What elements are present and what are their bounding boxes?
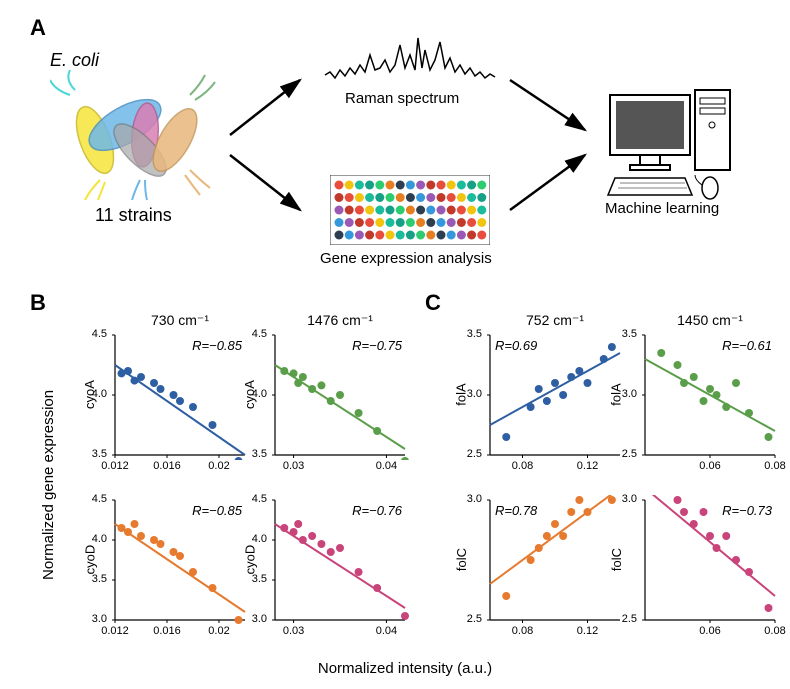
r-value: R=0.69 — [495, 338, 537, 353]
microarray-dots — [332, 177, 488, 243]
chart-title: 752 cm⁻¹ — [485, 312, 625, 329]
strains-label: 11 strains — [95, 205, 172, 226]
r-value: R=−0.85 — [192, 503, 242, 518]
gene-label: folC — [609, 548, 624, 571]
panel-a-label: A — [30, 15, 46, 41]
chart-title: 1476 cm⁻¹ — [270, 312, 410, 329]
scatter-chart: 2.53.00.060.08R=−0.73folC — [640, 495, 780, 625]
gene-label: folA — [454, 383, 469, 405]
gene-label: cyoA — [242, 380, 257, 409]
scatter-chart: 2.53.00.080.12R=0.78folC — [485, 495, 625, 625]
x-axis-label: Normalized intensity (a.u.) — [280, 660, 530, 677]
scatter-chart: 3.03.54.04.50.030.04R=−0.76cyoD — [270, 495, 410, 625]
ml-label: Machine learning — [605, 200, 719, 217]
scatter-chart: 752 cm⁻¹2.53.03.50.080.12R=0.69folA — [485, 330, 625, 460]
scatter-chart: 3.03.54.04.50.0120.0160.02R=−0.85cyoD — [110, 495, 250, 625]
raman-label: Raman spectrum — [345, 90, 459, 107]
gene-label: folC — [454, 548, 469, 571]
computer-icon — [600, 80, 740, 200]
gene-expr-label: Gene expression analysis — [320, 250, 492, 267]
scatter-chart: 1450 cm⁻¹2.53.03.50.060.08R=−0.61folA — [640, 330, 780, 460]
gene-label: cyoD — [82, 545, 97, 575]
raman-spectrum — [320, 30, 500, 90]
arrows-to-computer — [500, 60, 610, 230]
gene-label: cyoA — [82, 380, 97, 409]
bacteria-illustration — [50, 70, 220, 200]
chart-title: 730 cm⁻¹ — [110, 312, 250, 329]
panel-c-label: C — [425, 290, 441, 316]
gene-label: cyoD — [242, 545, 257, 575]
r-value: R=−0.75 — [352, 338, 402, 353]
chart-title: 1450 cm⁻¹ — [640, 312, 780, 329]
ecoli-label: E. coli — [50, 50, 99, 71]
scatter-chart: 1476 cm⁻¹3.54.04.50.030.04R=−0.75cyoA — [270, 330, 410, 460]
gene-label: folA — [609, 383, 624, 405]
r-value: R=0.78 — [495, 503, 537, 518]
scatter-chart: 730 cm⁻¹3.54.04.50.0120.0160.02R=−0.85cy… — [110, 330, 250, 460]
r-value: R=−0.61 — [722, 338, 772, 353]
r-value: R=−0.85 — [192, 338, 242, 353]
panel-b-label: B — [30, 290, 46, 316]
panel-b-y-label: Normalized gene expression — [40, 390, 57, 580]
r-value: R=−0.73 — [722, 503, 772, 518]
r-value: R=−0.76 — [352, 503, 402, 518]
